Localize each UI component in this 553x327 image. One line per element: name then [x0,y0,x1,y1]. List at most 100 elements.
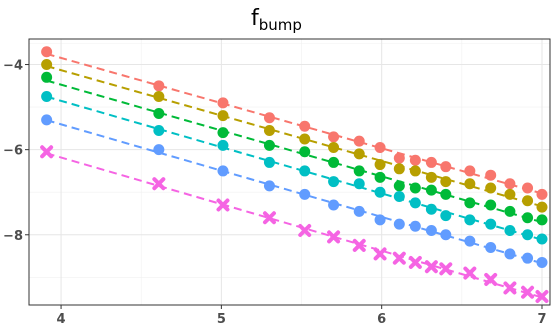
series-5-point [440,229,452,241]
series-2-point [425,171,437,183]
series-1-point [299,120,311,132]
series-1-point [536,188,548,200]
series-3-point [464,197,476,209]
series-3-point [440,188,452,200]
series-2-trend-line [46,65,543,208]
series-5-point [217,165,229,177]
series-1-point [374,142,386,154]
series-6-trend-line [46,152,543,299]
series-6-point [484,272,498,286]
series-3-point [522,212,534,224]
series-6-point [392,251,406,265]
series-4-point [425,203,437,215]
series-6-point [521,285,535,299]
series-1-trend-line [46,52,543,195]
panel-border [28,38,551,306]
series-5-point [153,144,165,156]
series-3-point [153,107,165,119]
series-4-point [353,178,365,190]
series-1-point [485,169,497,181]
series-5-point [263,180,275,192]
series-2-point [464,178,476,190]
series-4-point [299,165,311,177]
series-3-point [504,205,516,217]
series-2-point [299,133,311,145]
series-1-point [440,161,452,173]
series-3-point [217,127,229,139]
series-3-point [353,165,365,177]
series-5-point [328,199,340,211]
series-3-point [299,146,311,158]
series-5-point [536,256,548,268]
series-2-point [263,125,275,137]
series-4-point [536,233,548,245]
series-6-point [463,266,477,280]
series-6-point [535,289,549,303]
series-4-point [41,90,53,102]
series-2-point [328,142,340,154]
series-1-point [353,135,365,147]
series-5-point [41,114,53,126]
series-3-point [393,180,405,192]
series-3-point [425,184,437,196]
series-5-point [485,242,497,254]
series-4-point [504,225,516,237]
series-6-point [152,177,166,191]
series-3-point [41,71,53,83]
series-3-point [263,139,275,151]
series-2-point [536,201,548,213]
series-5-point [374,214,386,226]
series-4-point [522,229,534,241]
series-3-point [328,156,340,168]
series-1-point [217,97,229,109]
series-6-point [373,247,387,261]
series-4-point [485,218,497,230]
series-1-point [328,131,340,143]
series-2-point [353,148,365,160]
series-4-point [217,139,229,151]
series-2-point [485,182,497,194]
chart-title: fbump [0,6,553,34]
series-6-point [439,262,453,276]
series-1-point [504,178,516,190]
series-5-trend-line [46,119,543,265]
y-tick-label: −8 [3,229,23,244]
series-6-point [262,211,276,225]
y-tick-label: −4 [3,59,23,74]
chart-title-subscript: bump [258,16,302,34]
series-4-point [374,186,386,198]
chart-title-main: f [251,6,259,31]
series-5-point [425,225,437,237]
series-6-point [408,255,422,269]
series-5-point [299,188,311,200]
series-5-point [504,248,516,260]
series-3-point [374,171,386,183]
series-6-point [298,224,312,238]
series-1-point [41,46,53,58]
series-2-point [409,165,421,177]
series-1-point [393,152,405,164]
series-6-point [503,281,517,295]
x-tick-label: 7 [537,312,546,327]
series-6-point [216,198,230,212]
series-2-point [393,163,405,175]
series-6-point [424,260,438,274]
series-4-point [409,197,421,209]
series-1-point [263,112,275,124]
series-2-point [374,159,386,171]
series-4-point [464,214,476,226]
series-2-point [153,90,165,102]
series-3-point [536,214,548,226]
series-2-point [504,188,516,200]
series-5-point [393,218,405,230]
x-tick-label: 6 [377,312,386,327]
series-6-point [352,238,366,252]
series-4-trend-line [46,95,543,241]
series-5-point [464,235,476,247]
series-4-point [153,125,165,137]
x-tick-label: 4 [57,312,66,327]
series-5-point [522,252,534,264]
series-1-point [522,182,534,194]
